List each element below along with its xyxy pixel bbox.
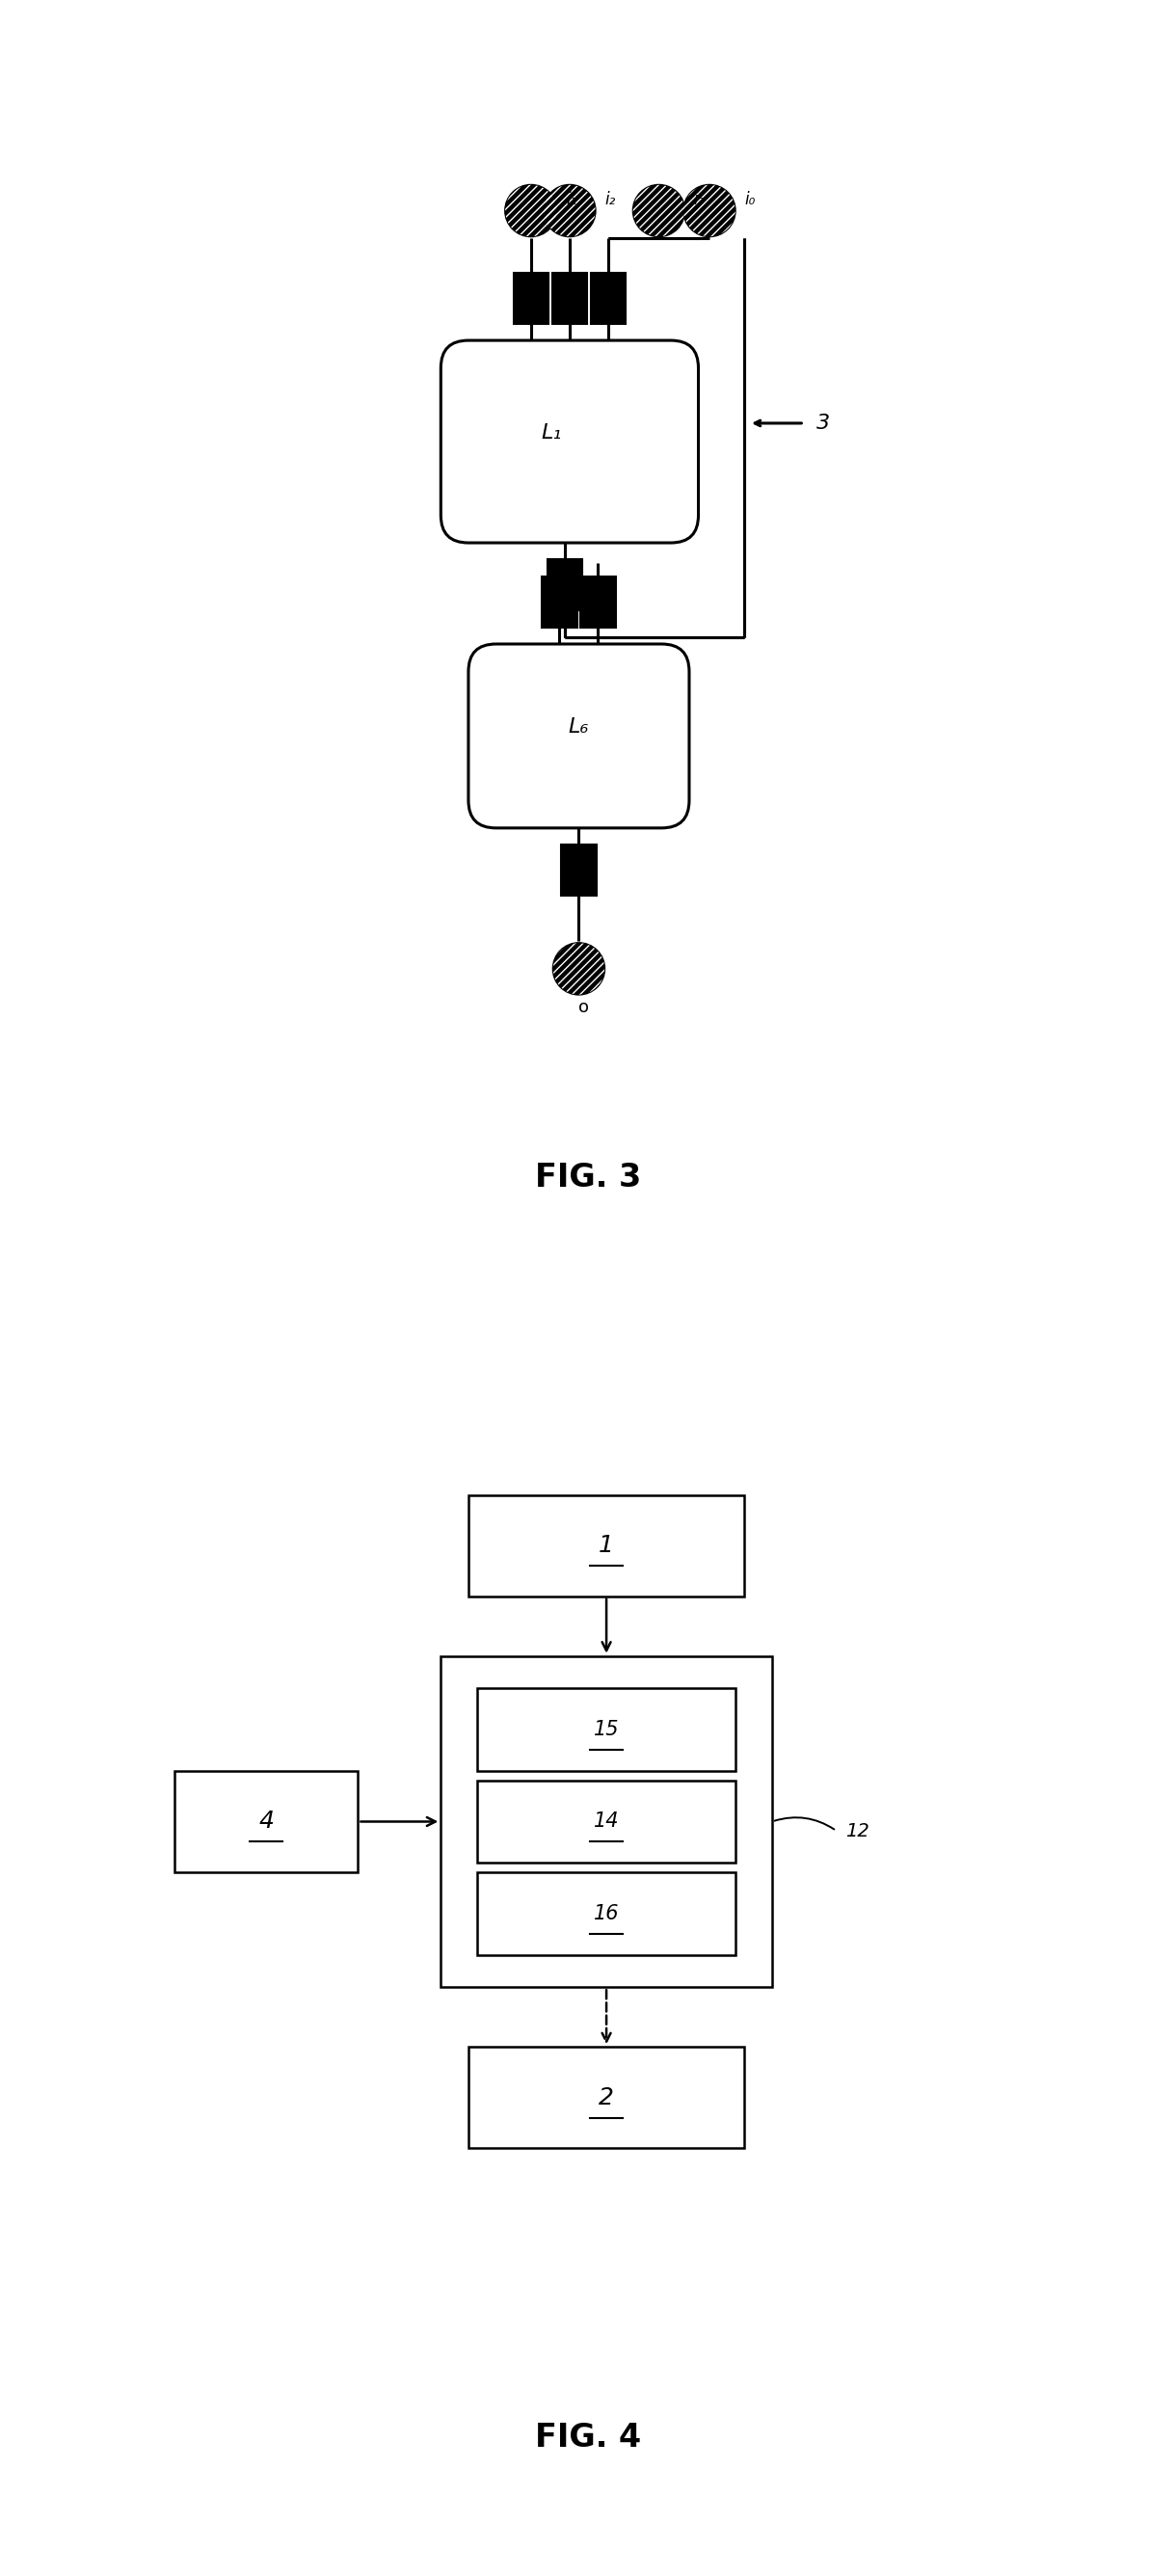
Text: o: o bbox=[579, 999, 589, 1015]
Text: 12: 12 bbox=[846, 1821, 869, 1839]
FancyBboxPatch shape bbox=[477, 1873, 735, 1955]
FancyBboxPatch shape bbox=[468, 1494, 744, 1597]
Text: FIG. 3: FIG. 3 bbox=[535, 1162, 641, 1193]
Circle shape bbox=[633, 185, 684, 237]
Text: FIG. 4: FIG. 4 bbox=[535, 2421, 641, 2455]
Text: 3: 3 bbox=[816, 415, 830, 433]
FancyBboxPatch shape bbox=[468, 644, 689, 827]
FancyBboxPatch shape bbox=[468, 2048, 744, 2148]
FancyBboxPatch shape bbox=[477, 1780, 735, 1862]
Text: L₁: L₁ bbox=[541, 422, 561, 443]
Bar bbox=[552, 273, 587, 325]
Text: 16: 16 bbox=[594, 1904, 620, 1924]
Text: 2: 2 bbox=[599, 2087, 614, 2110]
Text: 14: 14 bbox=[594, 1811, 620, 1832]
Bar bbox=[548, 559, 582, 611]
Circle shape bbox=[506, 185, 556, 237]
Text: L₆: L₆ bbox=[568, 716, 589, 737]
FancyBboxPatch shape bbox=[174, 1772, 358, 1873]
FancyBboxPatch shape bbox=[441, 340, 699, 544]
Bar bbox=[514, 273, 548, 325]
Text: i₀: i₀ bbox=[744, 191, 755, 209]
Bar bbox=[590, 273, 626, 325]
Bar bbox=[542, 577, 577, 629]
Text: i₁: i₁ bbox=[566, 191, 576, 209]
Text: 4: 4 bbox=[259, 1811, 274, 1834]
Text: i₂: i₂ bbox=[604, 191, 615, 209]
Text: 1: 1 bbox=[599, 1535, 614, 1556]
Bar bbox=[581, 577, 615, 629]
Text: 15: 15 bbox=[594, 1721, 620, 1739]
FancyBboxPatch shape bbox=[477, 1687, 735, 1772]
FancyBboxPatch shape bbox=[441, 1656, 771, 1986]
Text: L₃: L₃ bbox=[590, 611, 606, 629]
Bar bbox=[561, 845, 596, 894]
Circle shape bbox=[683, 185, 735, 237]
Circle shape bbox=[543, 185, 595, 237]
Text: i₃: i₃ bbox=[694, 191, 704, 209]
Circle shape bbox=[553, 943, 604, 994]
